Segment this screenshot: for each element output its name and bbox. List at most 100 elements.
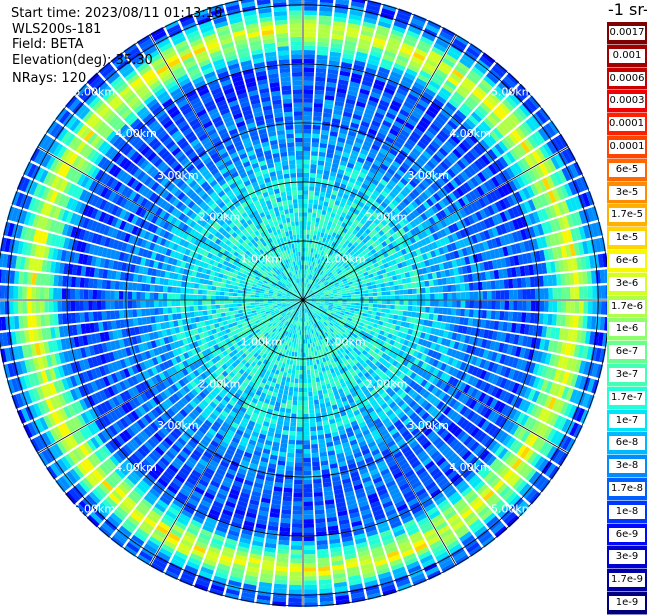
data-bin [282,394,287,399]
data-bin [583,286,588,299]
data-bin [301,339,303,343]
data-bin [293,343,296,348]
data-bin [306,243,309,248]
data-bin [434,286,439,292]
data-bin [284,421,290,426]
data-bin [347,300,351,302]
data-bin [354,311,359,314]
data-bin [399,305,404,310]
data-bin [292,365,296,370]
data-bin [287,400,292,405]
data-bin [300,322,301,326]
data-bin [386,291,391,295]
data-bin [364,290,369,293]
data-bin [338,304,343,306]
data-bin [296,449,303,454]
data-bin [281,514,291,519]
data-bin [420,313,425,319]
data-bin [283,492,292,497]
data-bin [381,309,386,313]
data-bin [548,288,553,299]
data-bin [355,294,360,297]
data-bin [460,309,465,316]
data-bin [319,152,326,157]
data-bin [307,339,309,344]
data-bin [421,300,426,305]
data-bin [288,391,293,396]
data-bin [304,133,311,138]
data-bin [384,318,389,323]
data-bin [312,382,316,387]
data-bin [304,541,315,546]
data-bin [303,370,306,374]
data-bin [317,386,322,391]
data-bin [310,431,316,436]
data-bin [295,462,302,467]
data-bin [289,593,302,598]
data-bin [408,289,413,294]
data-bin [304,572,316,577]
data-bin [310,361,313,366]
data-bin [311,222,315,227]
data-bin [296,361,299,366]
data-bin [303,234,306,238]
data-bin [314,94,323,99]
data-bin [293,510,303,515]
data-bin [304,94,313,99]
data-bin [373,304,378,308]
data-bin [287,373,291,378]
data-bin [297,427,303,432]
data-bin [307,221,311,226]
data-bin [368,289,373,293]
data-bin [303,204,307,208]
data-bin [303,212,307,216]
data-bin [469,283,474,291]
data-bin [412,306,417,311]
data-bin [318,557,330,562]
data-bin [303,208,307,212]
data-bin [317,42,329,47]
data-bin [296,365,299,370]
data-bin [579,286,584,298]
data-bin [303,199,307,203]
data-bin [408,306,413,311]
data-bin [314,501,323,506]
data-bin [389,314,394,319]
data-bin [303,379,307,383]
data-bin [283,426,289,431]
data-bin [304,89,313,94]
data-bin [517,312,522,322]
data-bin [530,277,535,288]
data-bin [342,293,347,295]
data-bin [540,301,545,312]
data-bin [377,296,381,300]
data-bin [304,466,312,471]
data-bin [280,527,291,532]
data-bin [304,46,315,51]
data-bin [390,310,395,315]
data-bin [380,283,385,287]
data-bin [318,434,325,439]
data-bin [284,483,293,488]
data-bin [310,164,316,169]
data-bin [397,279,402,284]
data-bin [296,440,302,445]
data-bin [321,381,326,386]
data-bin [301,344,303,348]
data-bin [403,306,408,311]
data-bin [308,387,312,392]
data-bin [303,252,305,256]
data-bin [281,439,288,444]
data-bin [410,277,415,283]
data-bin [307,365,310,370]
data-bin [304,125,312,130]
data-bin [292,515,302,520]
data-bin [304,436,310,441]
data-bin [309,186,314,191]
data-bin [368,304,373,307]
data-bin [314,231,318,236]
data-bin [304,138,311,143]
data-bin [304,41,315,46]
data-bin [307,256,309,261]
data-bin [321,228,325,233]
